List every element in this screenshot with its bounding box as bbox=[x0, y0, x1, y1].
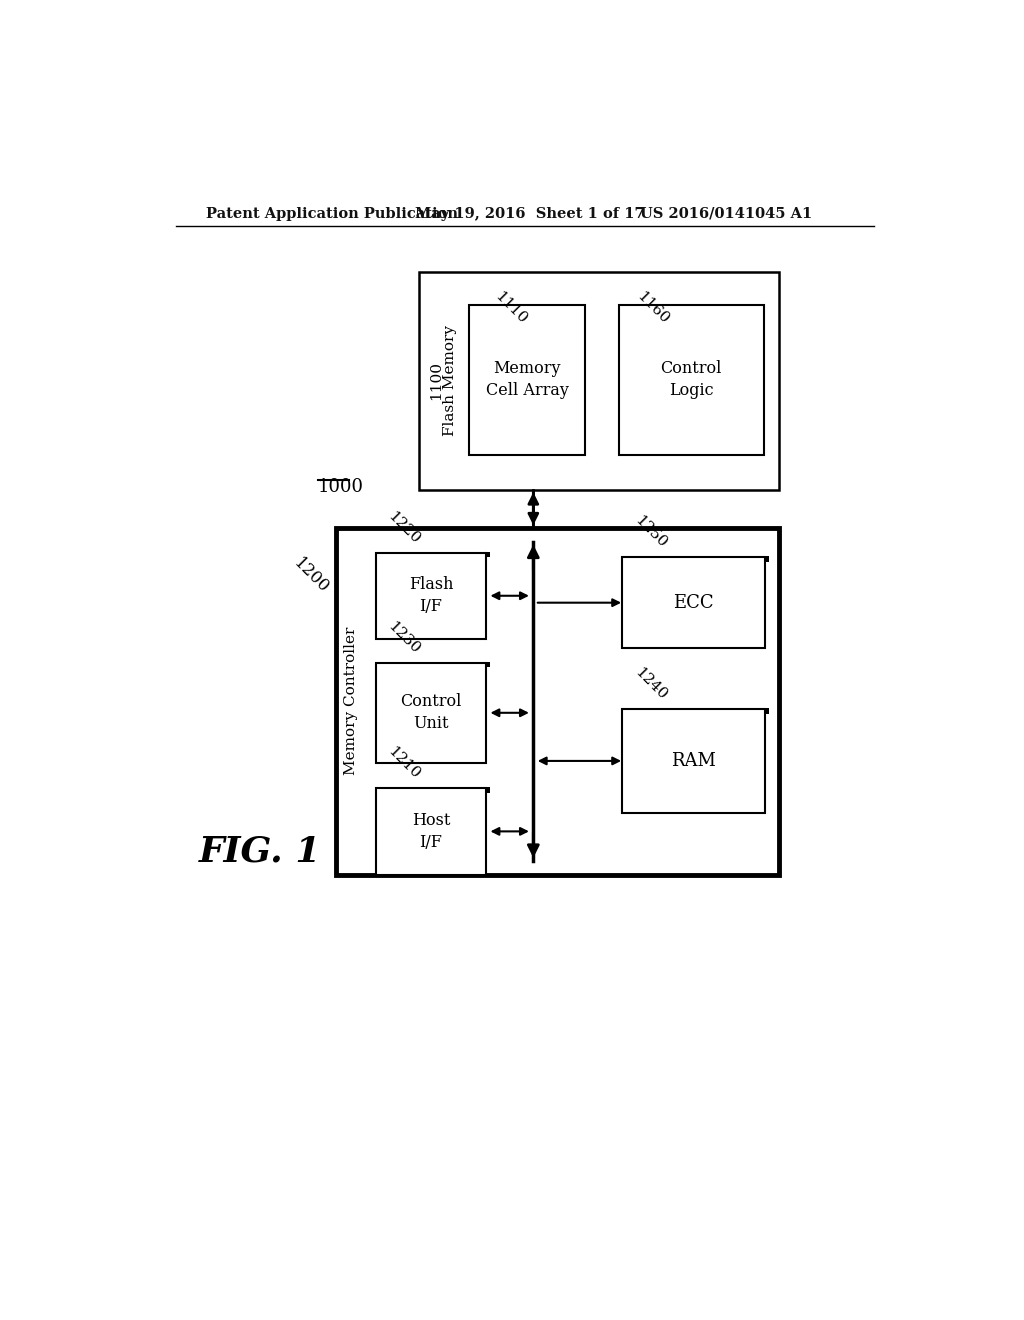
Text: 1240: 1240 bbox=[632, 665, 670, 702]
Text: Memory Controller: Memory Controller bbox=[344, 627, 358, 775]
Text: 1110: 1110 bbox=[493, 289, 529, 327]
Text: RAM: RAM bbox=[672, 752, 716, 770]
Text: 1210: 1210 bbox=[385, 744, 423, 781]
Text: 1220: 1220 bbox=[385, 510, 423, 546]
Text: 1100: 1100 bbox=[429, 362, 442, 400]
Bar bbox=[376, 553, 486, 639]
Text: Memory
Cell Array: Memory Cell Array bbox=[485, 360, 568, 400]
Bar bbox=[376, 788, 486, 875]
Bar bbox=[623, 557, 765, 648]
Text: 1200: 1200 bbox=[290, 554, 332, 597]
Text: ECC: ECC bbox=[674, 594, 714, 611]
Text: 1160: 1160 bbox=[634, 289, 672, 327]
Bar bbox=[627, 708, 769, 714]
Bar bbox=[336, 528, 779, 875]
Bar bbox=[380, 552, 489, 557]
Bar bbox=[623, 709, 765, 813]
Text: 1230: 1230 bbox=[385, 619, 423, 656]
Text: Control
Logic: Control Logic bbox=[660, 360, 722, 400]
Text: FIG. 1: FIG. 1 bbox=[200, 834, 322, 869]
Text: May 19, 2016  Sheet 1 of 17: May 19, 2016 Sheet 1 of 17 bbox=[415, 207, 644, 220]
Bar bbox=[380, 663, 489, 668]
Text: 1250: 1250 bbox=[632, 513, 669, 552]
Bar bbox=[380, 788, 489, 793]
Text: Patent Application Publication: Patent Application Publication bbox=[206, 207, 458, 220]
Text: Control
Unit: Control Unit bbox=[400, 693, 462, 733]
Text: Flash
I/F: Flash I/F bbox=[409, 576, 454, 615]
Bar bbox=[469, 305, 586, 455]
Bar bbox=[618, 305, 764, 455]
Bar bbox=[376, 663, 486, 763]
Bar bbox=[627, 557, 769, 562]
Bar bbox=[419, 272, 779, 490]
Text: 1000: 1000 bbox=[317, 478, 364, 496]
Text: Flash Memory: Flash Memory bbox=[442, 326, 457, 437]
Text: Host
I/F: Host I/F bbox=[412, 812, 451, 851]
Text: US 2016/0141045 A1: US 2016/0141045 A1 bbox=[640, 207, 812, 220]
